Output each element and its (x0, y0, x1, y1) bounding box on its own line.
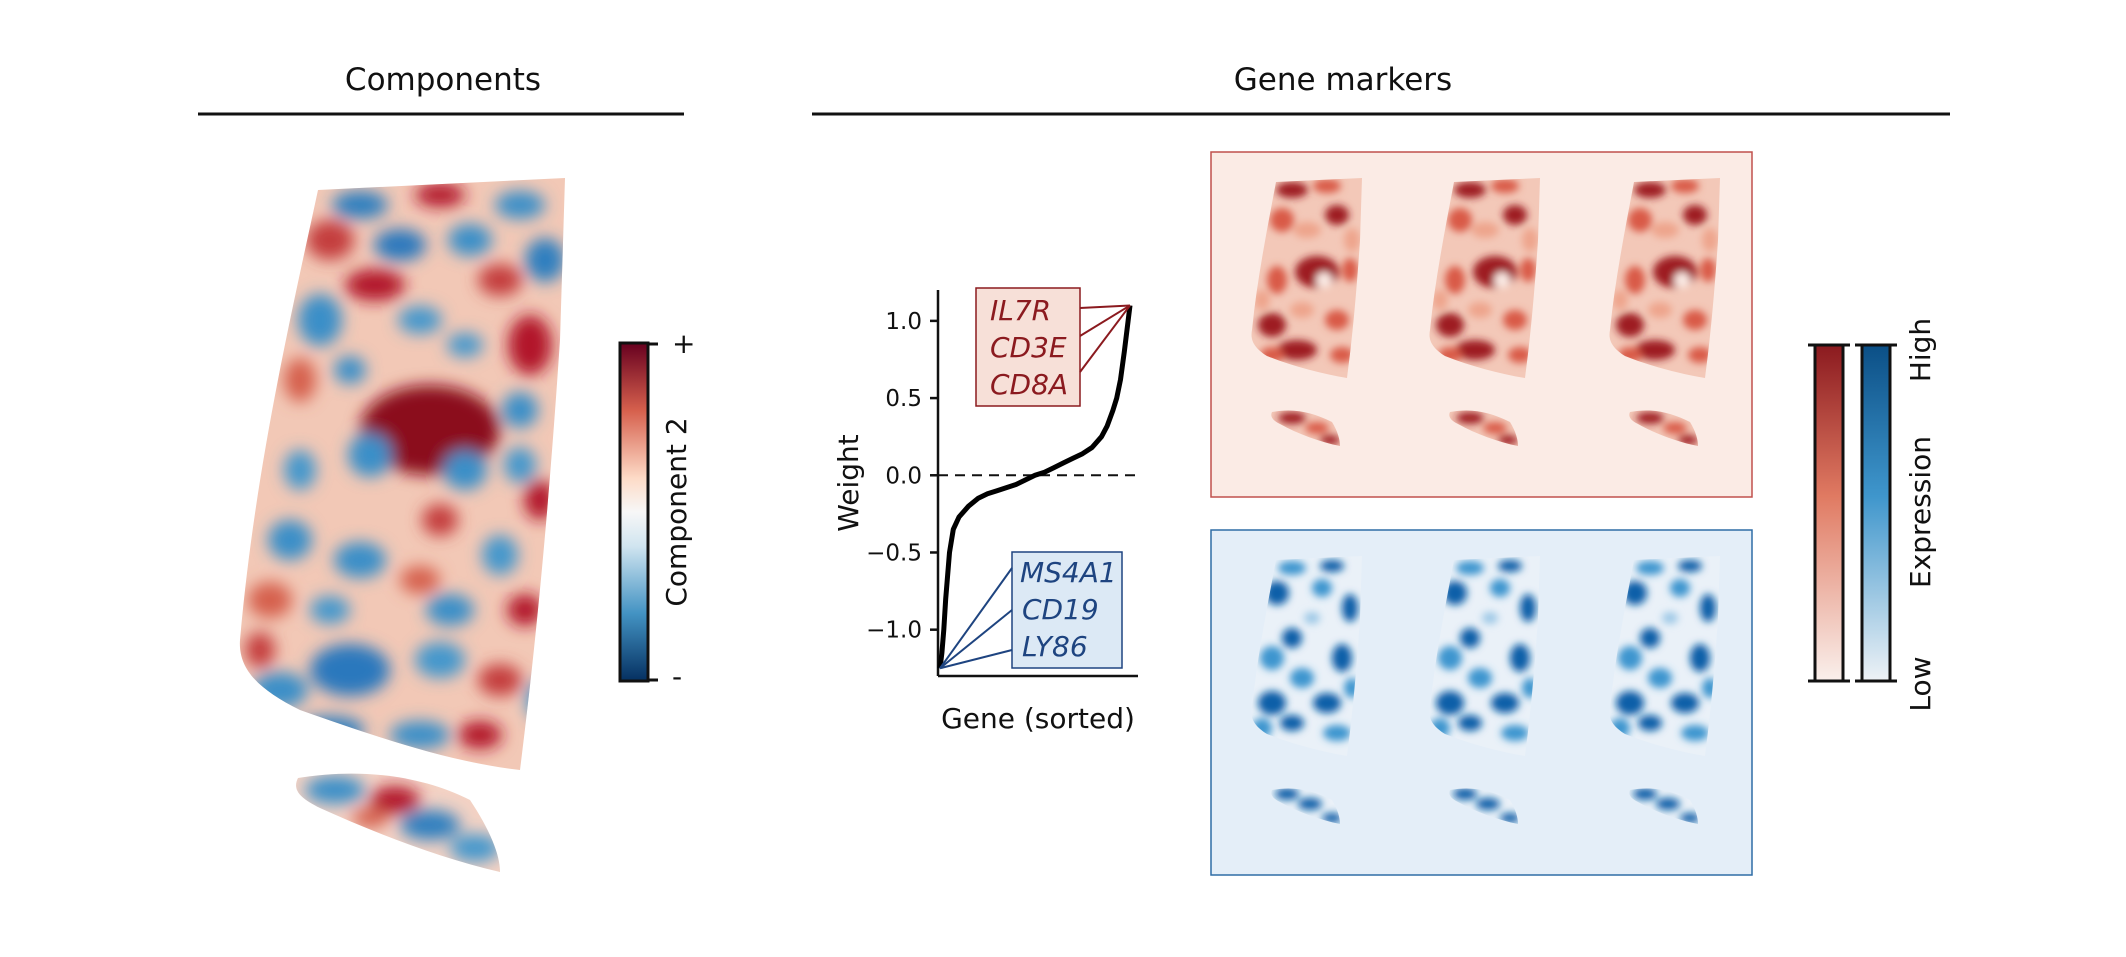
y-tick-label: 0.0 (885, 463, 922, 489)
tissue-region (398, 306, 442, 334)
negative-genes-panel (1210, 529, 1753, 876)
gene-markers-title: Gene markers (1234, 62, 1452, 98)
tissue-region (482, 535, 518, 575)
positive-gene-3: CD8A (990, 368, 1068, 401)
tissue-region (504, 447, 536, 483)
tissue-region (524, 480, 556, 520)
positive-gene-leader (1079, 304, 1131, 373)
tissue-region (495, 191, 545, 219)
negative-gene-leader (939, 609, 1013, 670)
tissue-region (426, 594, 474, 626)
components-title: Components (345, 62, 541, 98)
expression-colorbar-red (1813, 343, 1845, 683)
tissue-region (306, 220, 354, 260)
expression-low-label: Low (1904, 656, 1937, 711)
tissue-region (443, 450, 487, 490)
tissue-region (525, 238, 565, 282)
negative-genes-box (1011, 551, 1123, 669)
tissue-region (448, 224, 492, 256)
expression-colorbars: High Expression Low (1808, 318, 1937, 712)
positive-genes-panel (1210, 151, 1753, 498)
tissue-region (310, 644, 390, 696)
tissue-region (310, 596, 350, 624)
y-tick-label: −0.5 (866, 540, 922, 566)
tissue-region (526, 680, 554, 720)
tissue-region (268, 520, 312, 560)
positive-gene-leader (1079, 304, 1131, 337)
tissue-region (374, 229, 426, 261)
component-colorbar-minus: - (672, 660, 682, 693)
weight-chart: 1.0 0.5 0.0 −0.5 −1.0 Weight Gene (sorted) I… (832, 287, 1138, 735)
component-colorbar-label: Component 2 (660, 417, 693, 606)
tissue-region (284, 358, 316, 402)
tissue-region (478, 264, 522, 296)
expression-high-label: High (1904, 318, 1937, 382)
tissue-region (245, 632, 275, 668)
tissue-region (345, 269, 405, 301)
tissue-region (252, 672, 308, 708)
negative-gene-3: LY86 (1022, 630, 1088, 663)
negative-gene-leader (939, 649, 1013, 670)
tissue-region (508, 315, 552, 375)
y-axis-label: Weight (832, 434, 865, 532)
positive-gene-leader (1079, 304, 1131, 309)
positive-genes-box (975, 287, 1081, 407)
tissue-region (400, 566, 440, 594)
tissue-region (334, 542, 386, 578)
tissue-region (348, 433, 392, 477)
tissue-region (332, 191, 388, 219)
component-colorbar: + - Component 2 (618, 327, 695, 693)
negative-gene-1: MS4A1 (1020, 556, 1117, 589)
tissue-region (478, 664, 522, 696)
tissue-region (502, 392, 538, 428)
expression-colorbar-blue (1860, 343, 1892, 683)
tissue-region (298, 294, 342, 346)
y-tick-label: 1.0 (885, 309, 922, 335)
tissue-region (415, 183, 465, 207)
tissue-region (390, 721, 450, 749)
expression-label: Expression (1904, 436, 1937, 588)
tissue-region (422, 504, 458, 536)
y-tick-label: −1.0 (866, 618, 922, 644)
negative-gene-leader (939, 567, 1013, 669)
negative-gene-2: CD19 (1022, 593, 1099, 626)
tissue-region (447, 333, 483, 357)
tissue-region (334, 356, 366, 384)
x-axis-label: Gene (sorted) (941, 702, 1135, 735)
tissue-region (284, 450, 316, 490)
positive-gene-2: CD3E (990, 331, 1067, 364)
weight-curve (937, 305, 1133, 669)
positive-gene-1: IL7R (990, 294, 1051, 327)
y-tick-label: 0.5 (885, 386, 922, 412)
tissue-region (458, 721, 502, 749)
tissue-region (248, 582, 292, 618)
component-colorbar-plus: + (672, 327, 695, 360)
gene-expression-map (1429, 556, 1541, 824)
tissue-region (295, 716, 365, 744)
component-tissue-map (239, 178, 565, 872)
tissue-region (415, 642, 465, 678)
tissue-region (507, 594, 543, 626)
